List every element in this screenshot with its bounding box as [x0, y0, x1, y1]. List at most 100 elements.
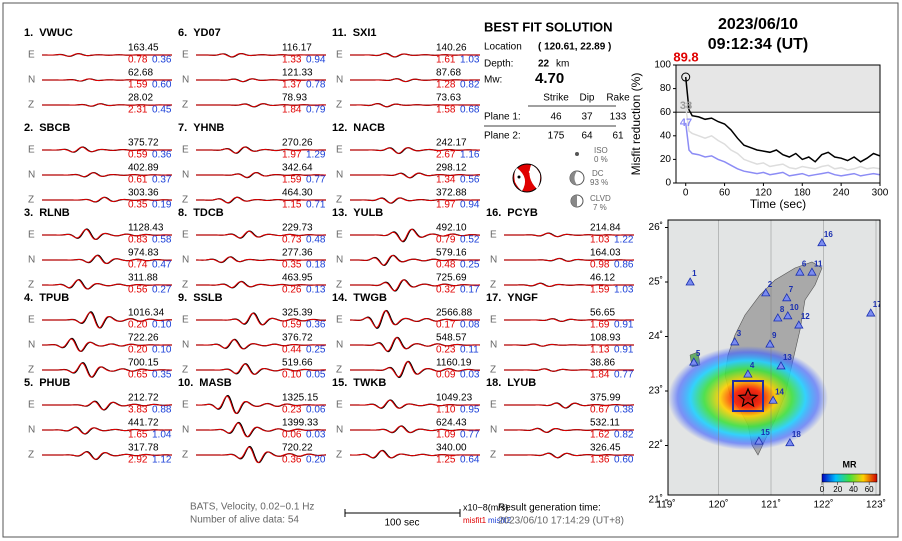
station-title: 8. TDCB — [178, 207, 224, 219]
misfit2: 0.47 — [152, 260, 172, 271]
map-x-tick-label: 121˚ — [761, 499, 781, 511]
component-label: Z — [490, 365, 496, 376]
misfit1: 0.09 — [436, 370, 456, 381]
misfit1: 2.67 — [436, 150, 456, 161]
waveform — [196, 172, 326, 178]
alive: Number of alive data: 54 — [190, 515, 299, 526]
misfit2: 0.91 — [614, 320, 634, 331]
y-tick-label: 40 — [660, 130, 672, 141]
station-number: 7. — [178, 122, 187, 134]
map-x-tick-label: 123˚ — [866, 499, 886, 511]
waveform — [504, 258, 635, 262]
plane-value: 61 — [612, 131, 624, 142]
waveform — [350, 103, 480, 108]
result-time: 2023/06/10 17:14:29 (UT+8) — [498, 516, 624, 527]
misfit2: 0.17 — [460, 285, 480, 296]
misfit2: 0.27 — [152, 285, 172, 296]
misfit2: 0.19 — [152, 200, 172, 211]
x-tick-label: 300 — [872, 188, 889, 199]
misfit2: 0.64 — [460, 455, 480, 466]
waveform — [504, 428, 635, 433]
amplitude: 372.88 — [436, 188, 467, 199]
map-x-tick-label: 120˚ — [708, 499, 728, 511]
waveform — [196, 256, 326, 263]
waveform — [504, 402, 635, 409]
misfit2: 0.56 — [460, 175, 480, 186]
mw: 4.70 — [535, 70, 564, 87]
colorbar-title: MR — [843, 459, 857, 469]
misfit1: 0.23 — [282, 405, 302, 416]
misfit2: 1.22 — [614, 235, 634, 246]
misfit1: 0.20 — [128, 345, 148, 356]
station-marker — [807, 267, 817, 276]
misfit2: 0.36 — [152, 55, 172, 66]
waveform — [196, 103, 327, 108]
table-header: Strike — [543, 93, 569, 104]
station-number: 1. — [24, 27, 33, 39]
annotation: 89.8 — [673, 49, 698, 64]
station-name: VWUC — [39, 27, 73, 39]
waveform — [350, 361, 481, 378]
waveform — [504, 452, 635, 459]
waveform — [42, 338, 172, 352]
y-tick-label: 0 — [665, 178, 671, 189]
misfit1: 3.83 — [128, 405, 148, 416]
component-label: N — [182, 425, 189, 436]
component-label: Z — [336, 195, 342, 206]
station-title: 9. SSLB — [178, 292, 223, 304]
amplitude: 375.99 — [590, 393, 621, 404]
station-title: 13. YULB — [332, 207, 383, 219]
station-name: YHNB — [193, 122, 224, 134]
station-title: 2. SBCB — [24, 122, 70, 134]
amplitude: 326.45 — [590, 443, 621, 454]
misfit2: 0.82 — [460, 80, 480, 91]
best-grid — [732, 380, 764, 412]
table-header: Rake — [606, 93, 630, 104]
misfit1: 0.36 — [282, 455, 302, 466]
station-title: 12. NACB — [332, 122, 385, 134]
station-number: 11. — [332, 27, 347, 39]
station-name: LYUB — [507, 377, 536, 389]
misfit2: 0.25 — [306, 345, 326, 356]
amplitude: 116.17 — [282, 43, 312, 54]
component-label: Z — [336, 100, 342, 111]
misfit1: 2.92 — [128, 455, 148, 466]
y-axis-label: Misfit reduction (%) — [629, 73, 643, 176]
station-name: SXI1 — [353, 27, 377, 39]
misfit1: 0.74 — [128, 260, 148, 271]
station-number: 5. — [24, 377, 33, 389]
waveform — [504, 343, 634, 347]
component-label: E — [336, 400, 343, 411]
misfit2: 0.77 — [460, 430, 480, 441]
location-label: Location — [484, 42, 522, 53]
y-tick-label: 80 — [660, 83, 672, 94]
misfit1: 0.61 — [128, 175, 148, 186]
station-number: 9. — [178, 292, 187, 304]
station-map-label: 5 — [696, 349, 701, 358]
station-title: 15. TWKB — [332, 377, 386, 389]
station-number: 10. — [178, 377, 193, 389]
misfit1: 1.59 — [282, 175, 302, 186]
station-marker — [765, 339, 775, 348]
station-marker — [782, 292, 792, 302]
map-y-tick-label: 21˚ — [649, 494, 663, 506]
epicenter — [737, 387, 759, 408]
station-name: YULB — [353, 207, 383, 219]
waveform — [196, 312, 327, 326]
misfit2: 0.52 — [460, 235, 480, 246]
table-header: Dip — [579, 93, 594, 104]
station-title: 10. MASB — [178, 377, 232, 389]
component-label: Z — [28, 280, 34, 291]
station-number: 2. — [24, 122, 33, 134]
component-label: N — [182, 255, 189, 266]
station-map-label: 6 — [802, 259, 807, 268]
beachball — [512, 163, 542, 193]
amplitude: 28.02 — [128, 93, 153, 104]
misfit1: 1.65 — [128, 430, 148, 441]
component-label: Z — [28, 450, 34, 461]
waveform — [350, 53, 480, 58]
shaded-region — [676, 65, 880, 113]
waveform — [42, 254, 173, 265]
